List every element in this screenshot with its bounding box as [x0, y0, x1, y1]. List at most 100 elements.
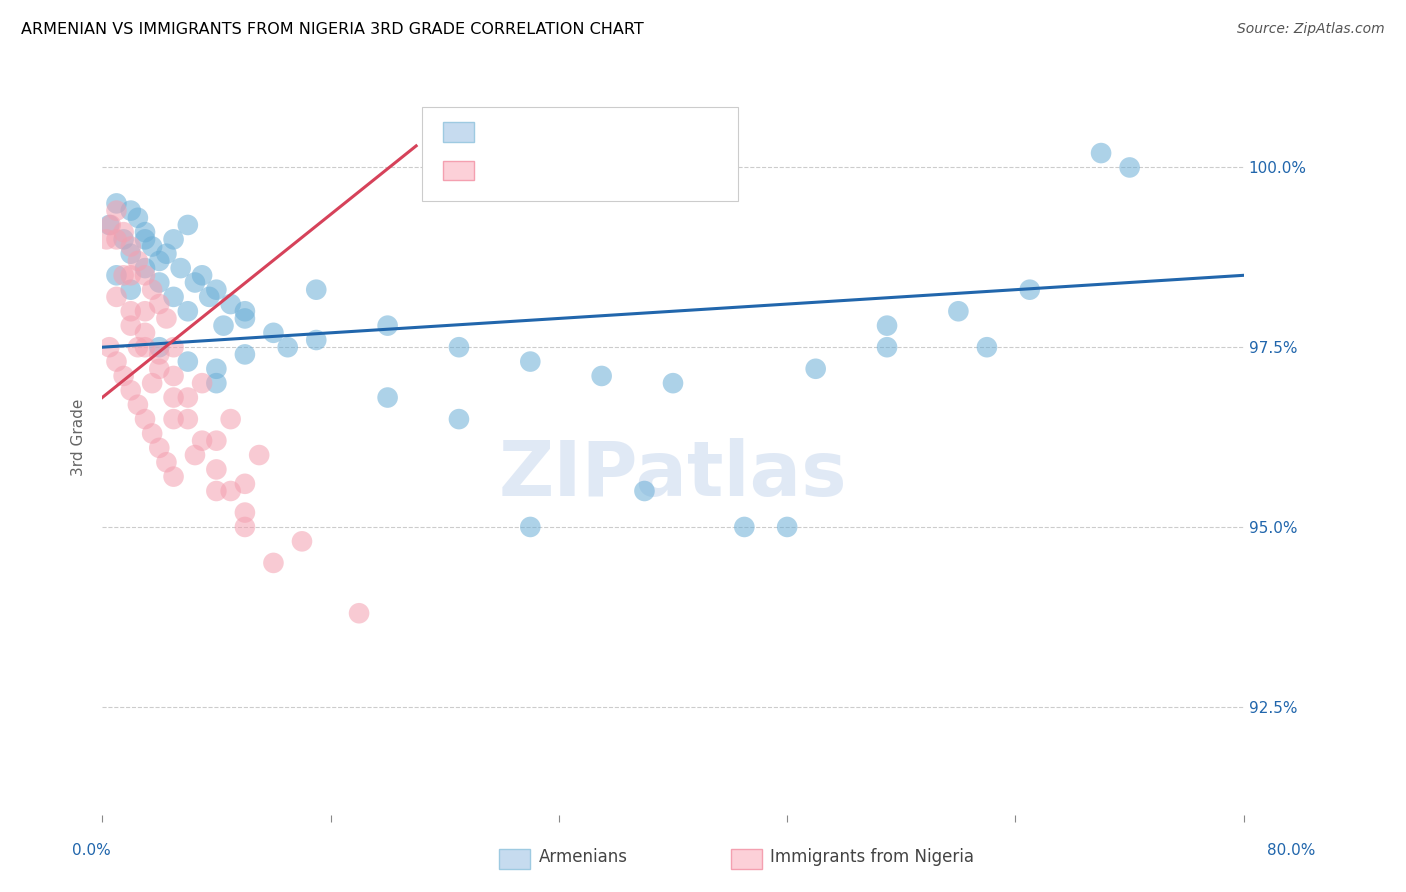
Point	[233, 347, 256, 361]
Point	[948, 304, 970, 318]
Point	[148, 254, 170, 268]
Point	[277, 340, 299, 354]
Point	[134, 340, 156, 354]
Point	[120, 304, 142, 318]
Text: Immigrants from Nigeria: Immigrants from Nigeria	[770, 848, 974, 866]
Point	[191, 434, 214, 448]
Point	[262, 556, 284, 570]
Point	[105, 232, 128, 246]
Point	[198, 290, 221, 304]
Point	[262, 326, 284, 340]
Point	[148, 347, 170, 361]
Point	[233, 311, 256, 326]
Point	[105, 196, 128, 211]
Point	[120, 283, 142, 297]
Point	[98, 218, 121, 232]
Point	[177, 412, 200, 426]
Point	[177, 218, 200, 232]
Point	[127, 211, 149, 225]
Point	[876, 340, 898, 354]
Point	[134, 261, 156, 276]
Point	[205, 434, 228, 448]
Point	[112, 368, 135, 383]
Point	[184, 276, 207, 290]
Point	[233, 520, 256, 534]
Point	[162, 340, 184, 354]
Point	[447, 340, 470, 354]
Point	[105, 268, 128, 283]
Point	[134, 225, 156, 239]
Point	[205, 283, 228, 297]
Point	[377, 318, 399, 333]
Point	[212, 318, 235, 333]
Point	[134, 304, 156, 318]
Point	[633, 483, 655, 498]
Point	[219, 297, 242, 311]
Point	[148, 361, 170, 376]
Text: 80.0%: 80.0%	[1267, 843, 1315, 858]
Text: 0.0%: 0.0%	[72, 843, 111, 858]
Point	[205, 361, 228, 376]
Point	[141, 426, 163, 441]
Point	[733, 520, 755, 534]
Point	[776, 520, 799, 534]
Point	[1118, 161, 1140, 175]
Point	[976, 340, 998, 354]
Point	[98, 340, 121, 354]
Point	[184, 448, 207, 462]
Point	[162, 368, 184, 383]
Point	[519, 354, 541, 368]
Point	[134, 412, 156, 426]
Text: R = 0.412: R = 0.412	[482, 161, 565, 179]
Point	[141, 376, 163, 391]
Point	[377, 391, 399, 405]
Text: Armenians: Armenians	[538, 848, 627, 866]
Point	[191, 268, 214, 283]
Point	[219, 412, 242, 426]
Point	[148, 441, 170, 455]
Point	[233, 304, 256, 318]
Point	[876, 318, 898, 333]
Point	[162, 232, 184, 246]
Text: ARMENIAN VS IMMIGRANTS FROM NIGERIA 3RD GRADE CORRELATION CHART: ARMENIAN VS IMMIGRANTS FROM NIGERIA 3RD …	[21, 22, 644, 37]
Point	[305, 283, 328, 297]
Point	[148, 297, 170, 311]
Point	[205, 462, 228, 476]
Point	[804, 361, 827, 376]
Point	[134, 232, 156, 246]
Point	[1090, 146, 1112, 161]
Point	[100, 218, 122, 232]
Point	[141, 283, 163, 297]
Point	[205, 376, 228, 391]
Point	[105, 203, 128, 218]
Point	[96, 232, 118, 246]
Point	[162, 391, 184, 405]
Point	[177, 354, 200, 368]
Point	[170, 261, 193, 276]
Point	[155, 455, 177, 469]
Point	[155, 246, 177, 260]
Point	[120, 268, 142, 283]
Point	[291, 534, 314, 549]
Point	[162, 469, 184, 483]
Point	[177, 304, 200, 318]
Point	[148, 276, 170, 290]
Point	[134, 268, 156, 283]
Point	[162, 412, 184, 426]
Point	[112, 268, 135, 283]
Point	[148, 340, 170, 354]
Point	[105, 290, 128, 304]
Point	[120, 203, 142, 218]
Point	[120, 318, 142, 333]
Point	[112, 232, 135, 246]
Point	[591, 368, 613, 383]
Point	[127, 254, 149, 268]
Text: R = 0.126: R = 0.126	[482, 123, 565, 141]
Point	[219, 483, 242, 498]
Point	[127, 340, 149, 354]
Point	[247, 448, 270, 462]
Point	[162, 290, 184, 304]
Point	[127, 398, 149, 412]
Point	[105, 354, 128, 368]
Point	[233, 476, 256, 491]
